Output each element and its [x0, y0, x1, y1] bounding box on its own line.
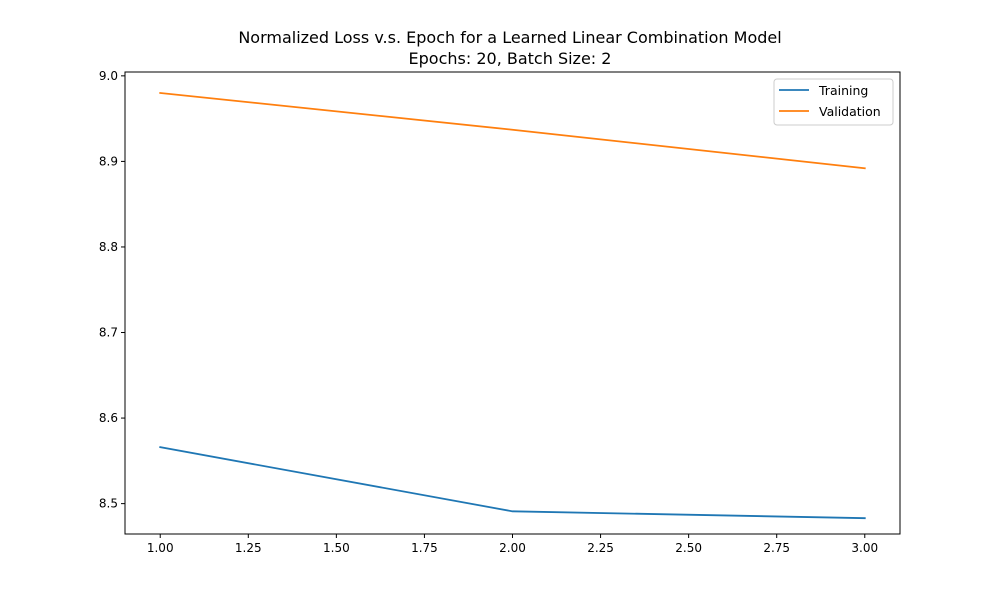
legend-label-validation: Validation: [819, 104, 881, 119]
x-tick-label: 1.00: [147, 541, 174, 555]
y-tick-label: 8.5: [99, 497, 118, 511]
x-tick-label: 1.50: [323, 541, 350, 555]
y-tick-label: 9.0: [99, 69, 118, 83]
y-tick-label: 8.6: [99, 411, 118, 425]
chart-subtitle: Epochs: 20, Batch Size: 2: [409, 49, 612, 68]
x-tick-label: 2.25: [587, 541, 614, 555]
x-tick-label: 1.25: [235, 541, 262, 555]
plot-frame: [124, 71, 901, 535]
legend: Training Validation: [773, 78, 894, 126]
x-tick-label: 2.00: [499, 541, 526, 555]
x-tick-label: 2.75: [763, 541, 790, 555]
x-tick-label: 1.75: [411, 541, 438, 555]
plot-lines: [159, 91, 866, 520]
legend-label-training: Training: [818, 83, 868, 98]
axes: 1.00 1.25 1.50 1.75 2.00 2.25 2.50 2.75 3.00 8.5 8…: [99, 69, 878, 555]
y-tick-label: 8.9: [99, 154, 118, 168]
y-tick-label: 8.8: [99, 240, 118, 254]
y-tick-label: 8.7: [99, 326, 118, 340]
x-tick-label: 3.00: [851, 541, 878, 555]
chart-title: Normalized Loss v.s. Epoch for a Learned…: [238, 28, 781, 47]
x-tick-label: 2.50: [675, 541, 702, 555]
